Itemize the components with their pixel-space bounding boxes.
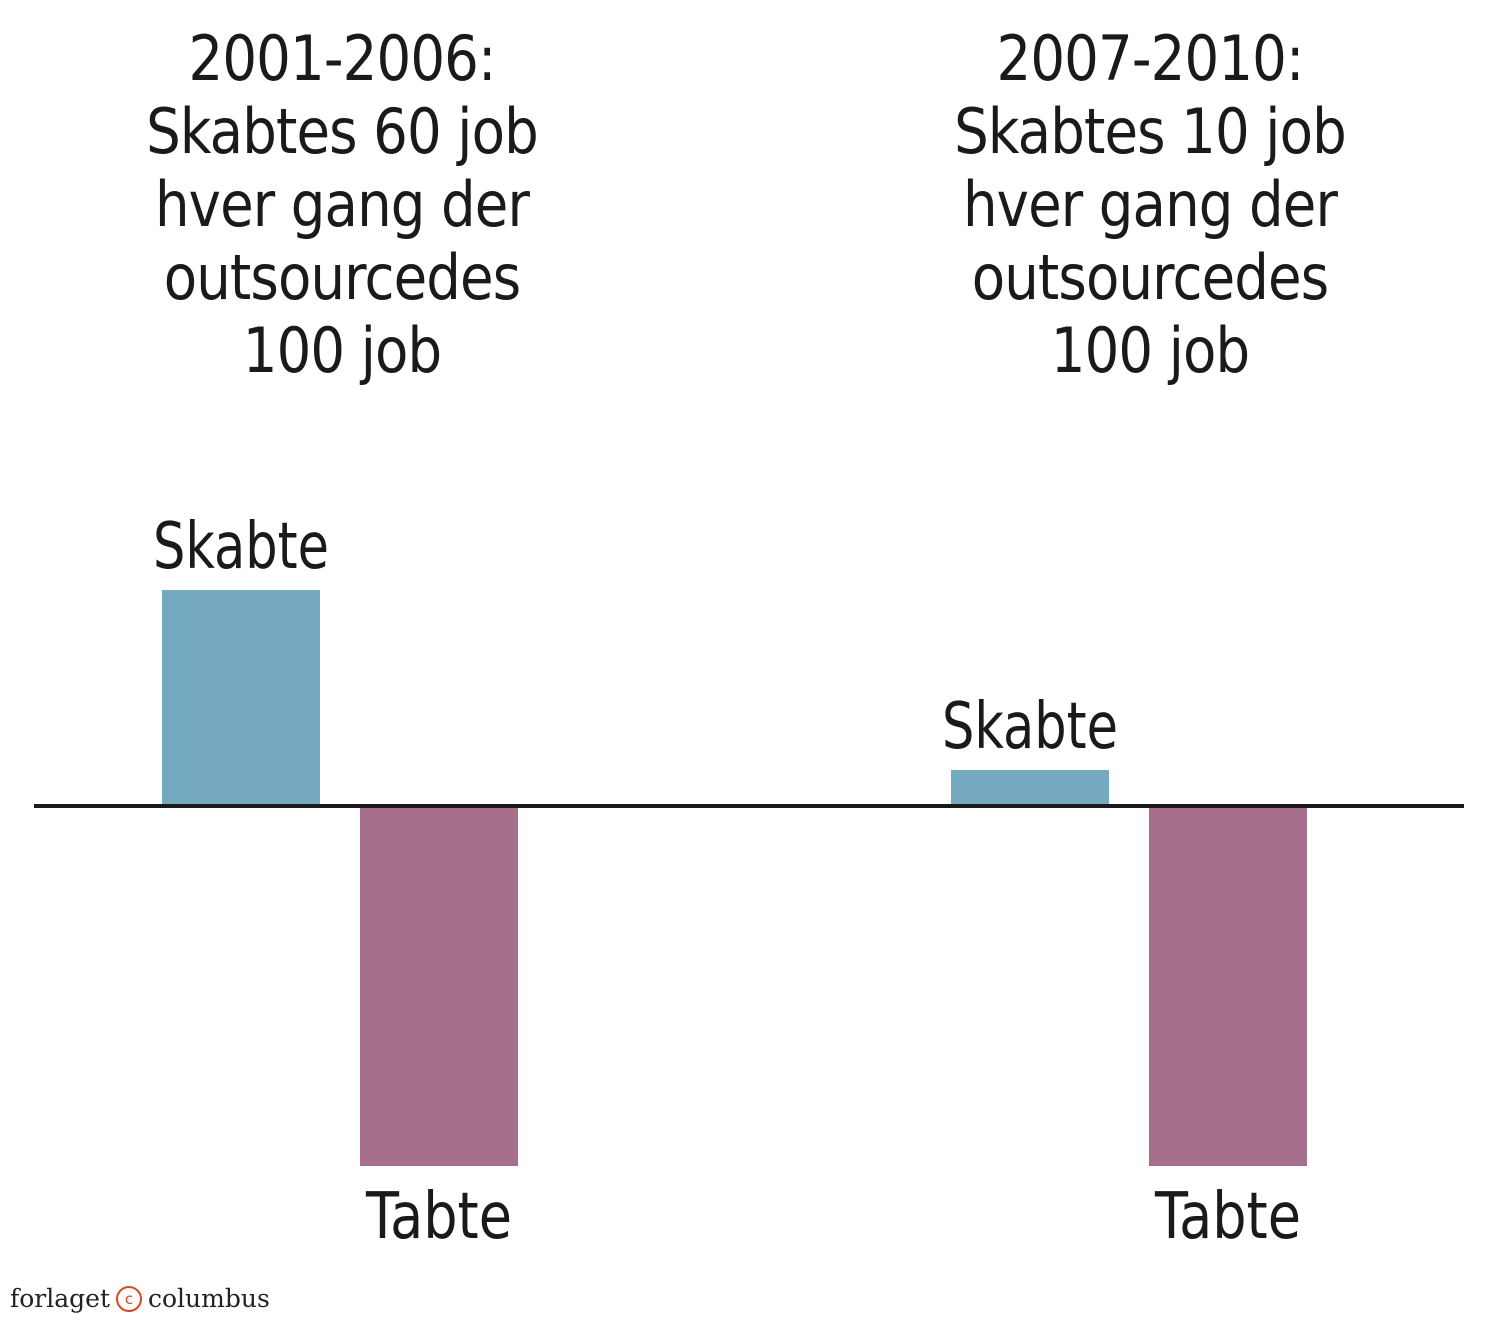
bar-skabte-group-2 [951,770,1109,806]
bar-tabte-group-2 [1149,808,1307,1166]
bar-labels-layer: Skabte Tabte Skabte Tabte [153,510,1301,1254]
panel-title-2001-2006: 2001-2006: Skabtes 60 job hver gang der … [113,22,571,387]
bar-label-tabte-group-2: Tabte [1154,1180,1301,1254]
title-line: 2007-2010: [996,22,1305,95]
bar-label-tabte-group-1: Tabte [365,1180,512,1254]
bar-tabte-group-1 [360,808,518,1166]
title-line: Skabtes 60 job [146,95,539,168]
bar-label-skabte-group-2: Skabte [942,690,1118,764]
copyright-icon: c [116,1285,142,1312]
title-line: 2001-2006: [188,22,497,95]
title-line: outsourcedes [971,241,1329,314]
title-line: outsourcedes [163,241,521,314]
title-line: 100 job [242,314,442,387]
title-line: hver gang der [962,168,1338,241]
title-line: Skabtes 10 job [954,95,1347,168]
publisher-name-right: columbus [148,1284,270,1313]
title-line: hver gang der [154,168,530,241]
bars-layer [162,590,1307,1166]
publisher-logo: forlaget c columbus [10,1284,270,1313]
panel-title-2007-2010: 2007-2010: Skabtes 10 job hver gang der … [921,22,1379,387]
bar-label-skabte-group-1: Skabte [153,510,329,584]
publisher-name-left: forlaget [10,1284,110,1313]
title-line: 100 job [1050,314,1250,387]
bar-skabte-group-1 [162,590,320,806]
